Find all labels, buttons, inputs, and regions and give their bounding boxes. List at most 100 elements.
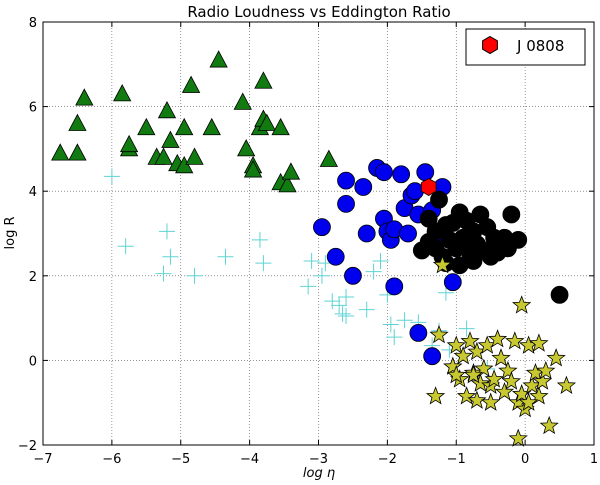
data-point-plus: [382, 316, 399, 333]
data-point-triangle: [237, 139, 256, 157]
data-point-triangle: [68, 143, 87, 161]
data-point-circle: [344, 266, 362, 285]
data-point-star: [470, 373, 490, 392]
data-point-star: [429, 324, 449, 344]
data-point-star: [546, 348, 566, 367]
data-point-triangle: [233, 92, 252, 110]
data-point-triangle: [209, 50, 228, 68]
data-point-hexagon: [420, 178, 437, 196]
data-marks: [51, 50, 577, 447]
data-point-triangle: [51, 143, 70, 161]
data-point-star: [456, 386, 477, 405]
x-tick-label: −3: [309, 452, 328, 467]
data-point-star: [494, 381, 515, 401]
data-point-circle: [502, 205, 521, 224]
data-point-plus: [365, 263, 382, 280]
data-point-circle: [450, 203, 469, 222]
data-point-star: [453, 346, 473, 365]
data-point-star: [498, 360, 518, 380]
data-point-plus: [255, 255, 272, 272]
x-tick-label: −1: [447, 452, 466, 467]
x-tick-label: 0: [521, 452, 529, 467]
data-point-triangle: [278, 175, 297, 193]
data-point-star: [518, 392, 539, 411]
data-point-triangle: [243, 160, 263, 178]
data-point-circle: [464, 252, 483, 270]
y-tick-label: 8: [29, 16, 37, 31]
data-point-plus: [251, 231, 268, 248]
data-point-circle: [430, 190, 448, 209]
data-point-plus: [186, 267, 203, 284]
data-point-star: [460, 331, 480, 350]
data-point-star: [491, 348, 511, 367]
data-point-star: [508, 428, 528, 447]
data-point-star: [512, 295, 532, 314]
data-point-circle: [337, 194, 355, 213]
data-point-star: [446, 365, 466, 384]
data-point-triangle: [157, 100, 177, 119]
data-point-star: [467, 390, 487, 409]
legend: J 0808: [465, 28, 586, 66]
data-point-plus: [331, 297, 348, 314]
data-point-plus: [300, 278, 317, 295]
x-tick-label: −5: [171, 452, 190, 467]
data-point-plus: [358, 301, 375, 318]
data-point-star: [432, 255, 453, 274]
x-tick-label: −2: [378, 452, 397, 467]
data-point-star: [487, 329, 508, 348]
data-point-circle: [326, 247, 345, 266]
data-point-plus: [313, 267, 330, 284]
data-point-circle: [313, 218, 331, 237]
data-point-triangle: [113, 84, 132, 102]
x-axis-label: log η: [303, 466, 335, 481]
y-tick-label: 4: [29, 185, 37, 200]
data-point-circle: [357, 224, 376, 243]
data-point-triangle: [175, 155, 194, 174]
data-point-star: [484, 369, 504, 388]
data-point-triangle: [257, 113, 277, 131]
data-point-star: [539, 415, 559, 435]
data-point-circle: [509, 230, 528, 249]
data-point-plus: [324, 293, 341, 310]
data-point-circle: [409, 324, 428, 342]
data-point-plus: [338, 307, 355, 324]
x-tick-label: 1: [590, 452, 598, 467]
data-point-plus: [386, 329, 403, 346]
data-point-star: [529, 333, 549, 352]
x-tick-label: −4: [240, 452, 259, 467]
data-point-circle: [375, 163, 393, 182]
data-point-triangle: [161, 130, 180, 148]
y-tick-label: 2: [29, 270, 37, 285]
data-point-circle: [416, 163, 435, 182]
data-point-star: [481, 392, 501, 411]
data-point-triangle: [154, 147, 173, 165]
data-point-triangle: [319, 149, 338, 167]
data-point-circle: [423, 347, 442, 366]
data-point-triangle: [271, 117, 290, 136]
data-point-circle: [443, 273, 462, 292]
x-tick-label: −6: [102, 452, 121, 467]
data-point-plus: [162, 248, 179, 265]
data-point-star: [556, 375, 577, 395]
x-tick-label: −7: [33, 452, 52, 467]
data-point-circle: [406, 182, 424, 201]
data-point-plus: [338, 288, 355, 305]
data-point-plus: [372, 252, 389, 269]
data-point-circle: [354, 178, 373, 196]
data-point-triangle: [185, 147, 204, 165]
y-tick-label: 0: [29, 354, 37, 369]
data-point-star: [425, 386, 446, 405]
data-point-star: [474, 358, 494, 378]
y-axis-label: log R: [3, 217, 18, 250]
data-point-star: [446, 335, 466, 354]
legend-label: J 0808: [516, 37, 564, 55]
data-point-plus: [334, 305, 351, 322]
data-point-plus: [158, 223, 175, 240]
data-point-plus: [155, 265, 172, 282]
legend-marker-hexagon-icon: [482, 35, 498, 55]
data-point-triangle: [181, 75, 201, 93]
data-point-circle: [392, 165, 411, 184]
data-point-triangle: [68, 113, 87, 131]
data-point-plus: [217, 248, 234, 265]
data-point-star: [501, 371, 521, 390]
